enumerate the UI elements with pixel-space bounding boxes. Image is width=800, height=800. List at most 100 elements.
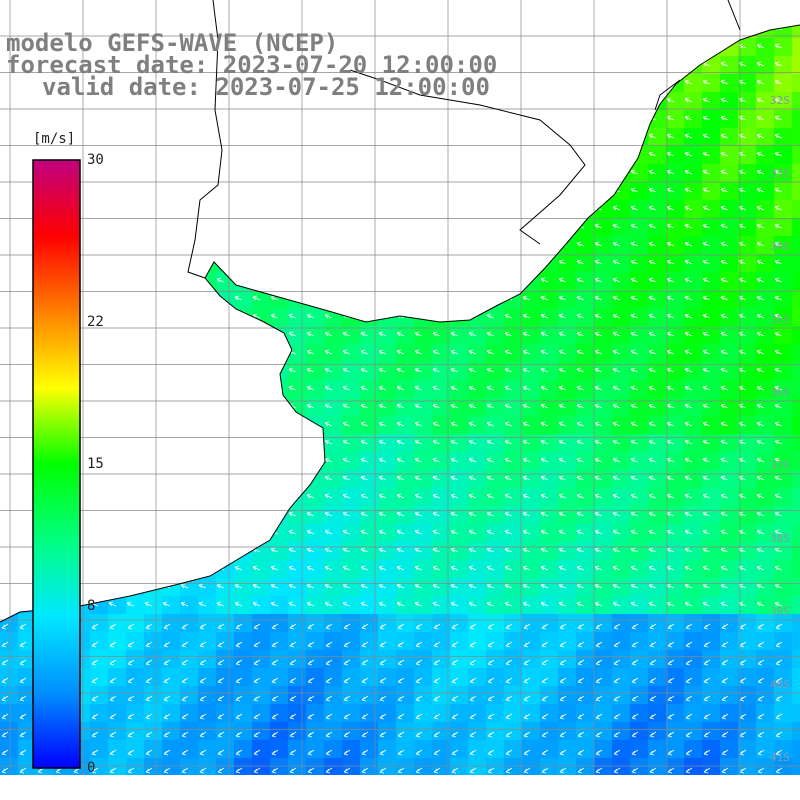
wind-arrow [756, 115, 765, 121]
wind-arrow [450, 601, 459, 607]
wind-speed-cell [0, 668, 18, 686]
wind-speed-cell [288, 650, 306, 668]
wind-speed-cell [648, 182, 666, 200]
wind-speed-cell [378, 758, 396, 775]
wind-speed-cell [486, 326, 504, 344]
wind-speed-cell [774, 470, 792, 488]
wind-arrow [522, 385, 531, 391]
wind-speed-cell [432, 470, 450, 488]
wind-speed-cell [306, 542, 324, 560]
wind-speed-cell [738, 218, 756, 236]
wind-arrow [414, 385, 423, 391]
wind-speed-cell [306, 650, 324, 668]
wind-arrow [631, 695, 639, 702]
wind-speed-cell [684, 290, 702, 308]
wind-arrow [450, 547, 459, 553]
wind-speed-cell [288, 722, 306, 740]
wind-arrow [414, 565, 423, 571]
wind-speed-cell [720, 146, 738, 164]
wind-arrow [505, 677, 513, 684]
wind-arrow [486, 475, 495, 481]
wind-arrow [648, 601, 657, 607]
wind-speed-cell [702, 686, 720, 704]
wind-speed-cell [576, 704, 594, 722]
wind-arrow [181, 677, 189, 684]
wind-arrow [199, 677, 207, 684]
wind-arrow [343, 659, 351, 666]
wind-speed-cell [216, 596, 234, 614]
wind-speed-cell [648, 758, 666, 775]
wind-speed-cell [792, 416, 800, 434]
wind-speed-cell [450, 758, 468, 775]
wind-arrow [109, 623, 117, 630]
wind-speed-cell [756, 380, 774, 398]
wind-arrow [289, 713, 297, 720]
wind-speed-cell [738, 398, 756, 416]
wind-speed-cell [612, 380, 630, 398]
wind-speed-cell [432, 416, 450, 434]
wind-arrow [145, 659, 153, 666]
wind-arrow [432, 403, 441, 409]
wind-arrow [702, 601, 711, 607]
wind-arrow [775, 713, 783, 720]
wind-arrow [378, 331, 387, 337]
wind-speed-cell [396, 650, 414, 668]
wind-speed-cell [612, 524, 630, 542]
wind-arrow [684, 601, 693, 607]
wind-arrow [720, 241, 729, 247]
wind-speed-cell [378, 452, 396, 470]
wind-speed-cell [324, 614, 342, 632]
wind-speed-cell [756, 452, 774, 470]
wind-speed-cell [684, 236, 702, 254]
wind-speed-cell [774, 344, 792, 362]
wind-speed-cell [774, 308, 792, 326]
wind-arrow [414, 475, 423, 481]
wind-speed-cell [108, 740, 126, 758]
wind-speed-cell [612, 218, 630, 236]
wind-speed-cell [432, 542, 450, 560]
wind-speed-cell [432, 524, 450, 542]
wind-arrow [756, 79, 765, 85]
wind-arrow [504, 385, 513, 391]
wind-speed-cell [270, 632, 288, 650]
wind-speed-cell [684, 560, 702, 578]
wind-arrow [630, 367, 639, 373]
valid-date: valid date: 2023-07-25 12:00:00 [42, 73, 490, 101]
wind-arrow [720, 187, 729, 193]
wind-speed-cell [324, 722, 342, 740]
wind-arrow [666, 151, 675, 157]
wind-arrow [414, 511, 423, 517]
wind-arrow [450, 349, 459, 355]
wind-speed-cell [702, 308, 720, 326]
wind-arrow [613, 731, 621, 738]
wind-speed-cell [648, 290, 666, 308]
wind-speed-cell [270, 686, 288, 704]
wind-arrow [630, 529, 639, 535]
wind-arrow [558, 367, 567, 373]
wind-arrow [361, 623, 369, 630]
wind-arrow [487, 767, 495, 774]
wind-speed-cell [684, 488, 702, 506]
wind-speed-cell [576, 452, 594, 470]
wind-arrow [703, 767, 711, 774]
wind-speed-cell [180, 650, 198, 668]
wind-arrow [757, 713, 765, 720]
wind-speed-cell [324, 740, 342, 758]
wind-speed-cell [252, 722, 270, 740]
wind-arrow [612, 583, 621, 589]
wind-speed-cell [450, 668, 468, 686]
wind-speed-cell [756, 362, 774, 380]
wind-speed-cell [558, 254, 576, 272]
wind-speed-cell [774, 92, 792, 110]
wind-speed-cell [702, 758, 720, 775]
wind-arrow [757, 695, 765, 702]
wind-arrow [613, 767, 621, 774]
wind-arrow [19, 767, 27, 774]
wind-speed-cell [594, 290, 612, 308]
wind-arrow [666, 277, 675, 283]
wind-speed-cell [414, 326, 432, 344]
wind-arrow [721, 731, 729, 738]
wind-speed-cell [540, 470, 558, 488]
wind-speed-cell [738, 290, 756, 308]
wind-speed-cell [648, 146, 666, 164]
